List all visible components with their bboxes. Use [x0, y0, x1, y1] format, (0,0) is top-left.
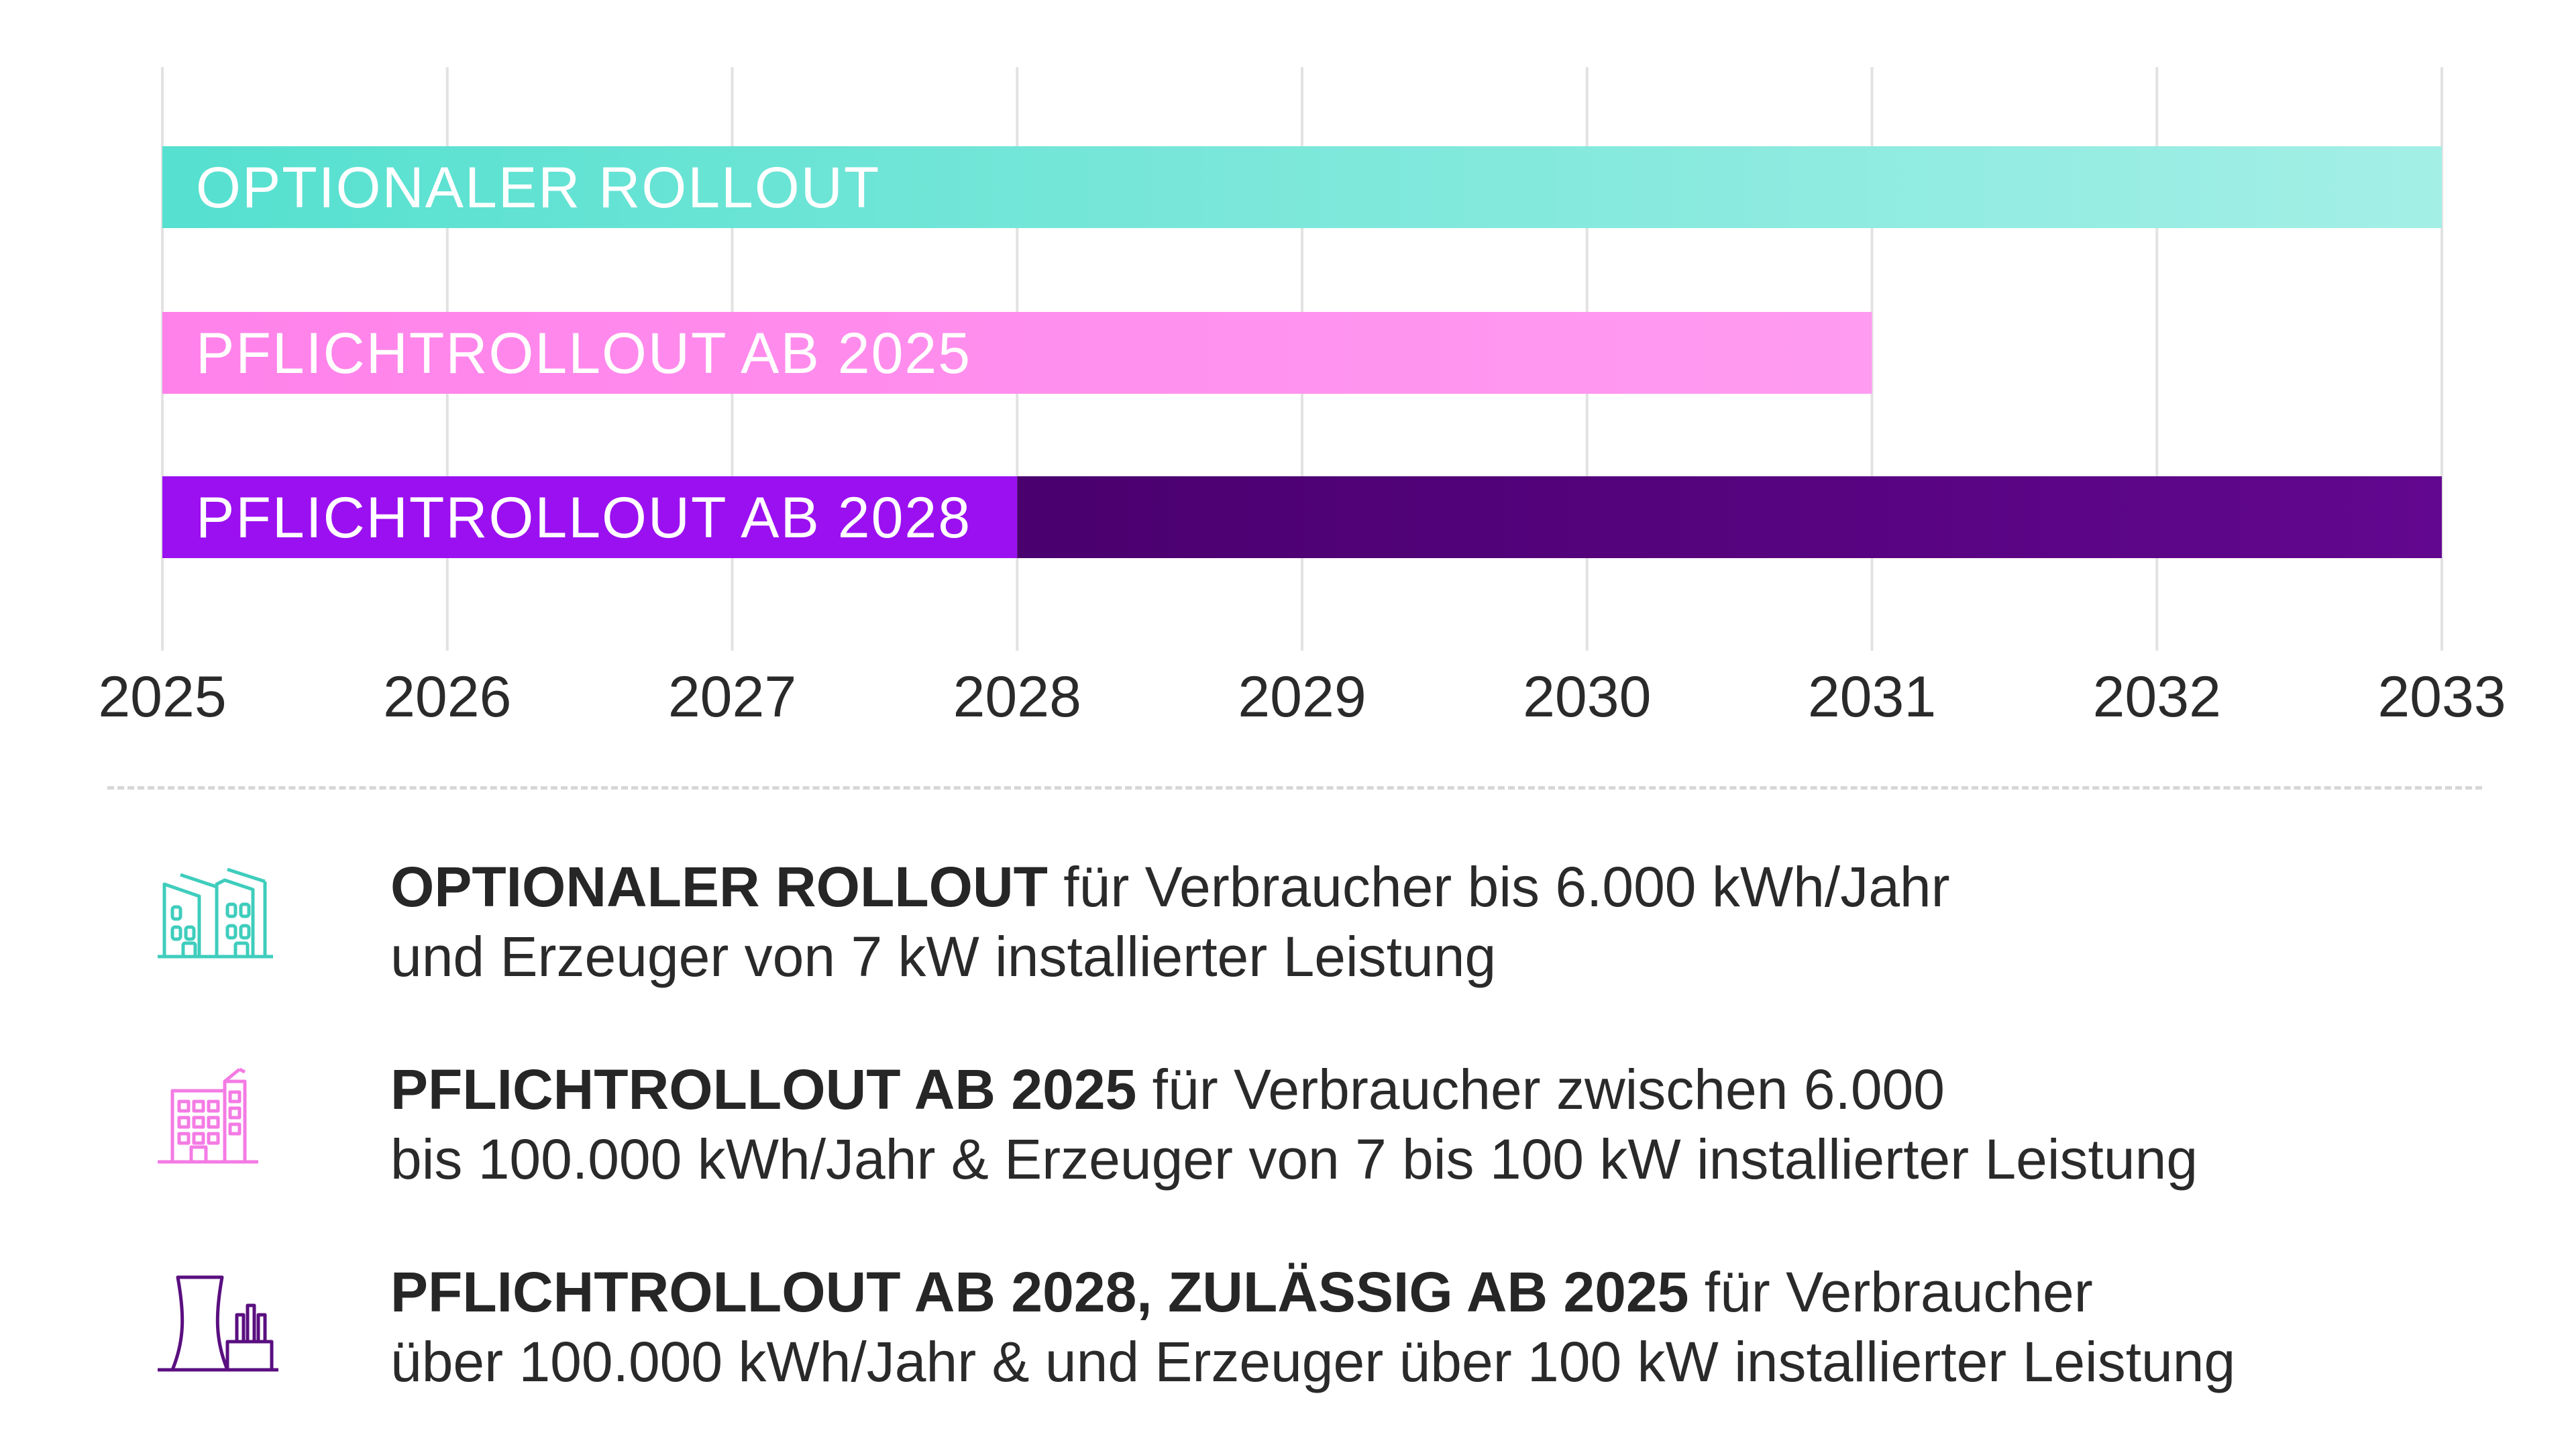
bar-label-2: PFLICHTROLLOUT AB 2028 [196, 486, 971, 550]
power-plant-icon [158, 1275, 278, 1372]
tick-label-2027: 2027 [668, 665, 796, 729]
dashed-divider [107, 786, 2482, 790]
legend-text-mandatory-2025: PFLICHTROLLOUT AB 2025 für Verbraucher z… [390, 1055, 2537, 1194]
legend-desc-line2: und Erzeuger von 7 kW installierter Leis… [390, 925, 1497, 988]
tick-label-2025: 2025 [98, 665, 226, 729]
rollout-timeline-chart: OPTIONALER ROLLOUT PFLICHTROLLOUT AB 2025… [98, 67, 2506, 729]
bar-1 [162, 312, 1872, 394]
tick-label-2030: 2030 [1523, 665, 1651, 729]
houses-icon [158, 867, 273, 959]
legend-title: PFLICHTROLLOUT AB 2028, ZULÄSSIG AB 2025 [390, 1260, 1689, 1324]
legend-desc: für Verbraucher zwischen 6.000 [1136, 1058, 1945, 1121]
legend-item-optional: OPTIONALER ROLLOUT für Verbraucher bis 6… [0, 852, 2576, 1026]
legend-desc: für Verbraucher bis 6.000 kWh/Jahr [1047, 855, 1950, 918]
bar-segment-2-1 [1017, 476, 2442, 558]
legend-desc-line2: bis 100.000 kWh/Jahr & Erzeuger von 7 bi… [390, 1128, 2198, 1191]
apartment-building-icon [158, 1067, 258, 1164]
legend-item-mandatory-2028: PFLICHTROLLOUT AB 2028, ZULÄSSIG AB 2025… [0, 1257, 2576, 1432]
tick-label-2029: 2029 [1238, 665, 1366, 729]
legend-title: PFLICHTROLLOUT AB 2025 [390, 1058, 1137, 1121]
bar-label-1: PFLICHTROLLOUT AB 2025 [196, 321, 971, 386]
legend-desc-line2: über 100.000 kWh/Jahr & und Erzeuger übe… [390, 1330, 2236, 1393]
bar-0 [162, 146, 2442, 228]
tick-label-2031: 2031 [1808, 665, 1936, 729]
tick-label-2032: 2032 [2093, 665, 2221, 729]
bar-segment-2-0 [162, 476, 1018, 558]
bars: OPTIONALER ROLLOUT PFLICHTROLLOUT AB 2025… [162, 146, 2442, 558]
x-axis-tick-labels: 2025 2026 2027 2028 2029 2030 2031 2032 2033 [98, 665, 2506, 729]
bar-label-0: OPTIONALER ROLLOUT [196, 156, 880, 220]
legend-item-mandatory-2025: PFLICHTROLLOUT AB 2025 für Verbraucher z… [0, 1055, 2576, 1229]
legend-text-optional: OPTIONALER ROLLOUT für Verbraucher bis 6… [390, 852, 2537, 991]
tick-label-2026: 2026 [383, 665, 511, 729]
legend-desc: für Verbraucher [1688, 1260, 2093, 1324]
legend-title: OPTIONALER ROLLOUT [390, 855, 1048, 918]
tick-label-2028: 2028 [953, 665, 1081, 729]
tick-label-2033: 2033 [2377, 665, 2506, 729]
legend-text-mandatory-2028: PFLICHTROLLOUT AB 2028, ZULÄSSIG AB 2025… [390, 1257, 2537, 1397]
